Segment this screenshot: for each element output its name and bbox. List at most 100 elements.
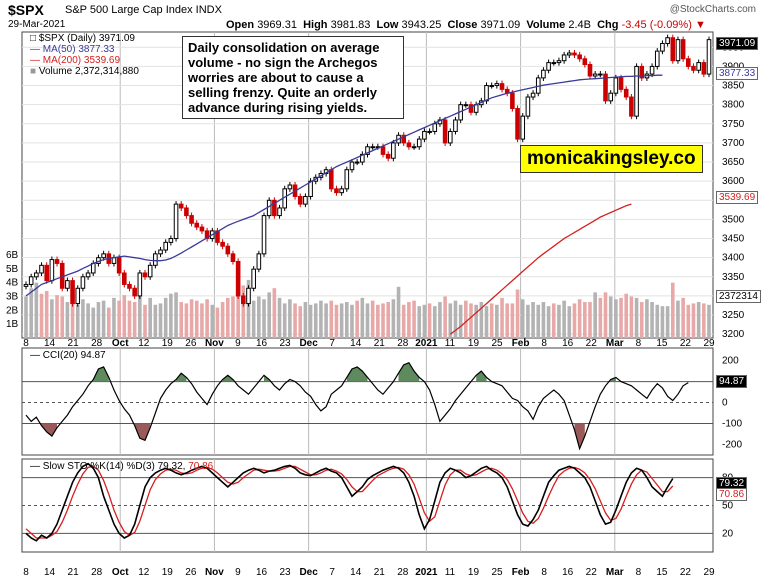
price-tick-label: 3400 [722, 253, 745, 264]
candle-body [520, 115, 526, 140]
volume-bar [96, 302, 101, 338]
volume-bar [70, 285, 75, 338]
candle-body [572, 52, 577, 56]
panel-frame-cci [21, 347, 714, 456]
x-tick-label: 23 [280, 338, 292, 349]
chg-label: Chg [597, 19, 619, 31]
volume-bar [345, 302, 349, 338]
candle-body [277, 207, 282, 217]
volume-bar [634, 297, 639, 338]
volume-bar [277, 297, 282, 338]
volume-bar [531, 302, 535, 338]
candle-body [241, 295, 246, 305]
volume-bar [246, 279, 251, 338]
sto-tick-label: 50 [722, 501, 734, 512]
volume-bar [298, 306, 303, 338]
candle-body [525, 96, 531, 117]
legend-cci-text: CCI(20) 94.87 [42, 350, 106, 361]
volume-bar [81, 299, 85, 338]
volume-bar [225, 297, 230, 338]
candle-body [360, 153, 365, 163]
x-tick-label: Feb [512, 338, 530, 349]
volume-bar [448, 303, 453, 338]
candle-body [634, 65, 639, 117]
volume-bar [106, 307, 111, 338]
price-tick-label: 3650 [722, 157, 745, 168]
volume-bar [412, 300, 416, 338]
price-tick-label: 3500 [722, 214, 745, 225]
x-tick-label-bottom: Nov [205, 567, 224, 578]
x-tick-label: 2021 [415, 338, 438, 349]
volume-bar [422, 304, 427, 338]
candle-body [137, 272, 143, 297]
price-tick-label: 3250 [722, 310, 745, 321]
volume-bar [24, 296, 28, 338]
candle-body [272, 199, 277, 217]
high-value: 3981.83 [330, 19, 371, 31]
x-tick-label-bottom: 8 [23, 567, 29, 578]
volume-bar [339, 303, 344, 338]
x-tick-label-bottom: 11 [445, 567, 456, 578]
cci-tick-label: 0 [722, 398, 728, 409]
candle-body [344, 169, 350, 190]
volume-bar [329, 300, 334, 338]
price-tick-label: 3450 [722, 234, 745, 245]
x-tick-label: Mar [606, 338, 624, 349]
x-tick-label-bottom: 22 [680, 567, 692, 578]
volume-bar [324, 303, 328, 338]
price-tick-label: 3750 [722, 119, 745, 130]
x-tick-label-bottom: 16 [562, 567, 574, 578]
candle-body [34, 272, 39, 278]
volume-bar [334, 304, 339, 338]
x-tick-label: 26 [185, 338, 197, 349]
candle-body [365, 146, 370, 155]
volume-bar [210, 304, 215, 338]
x-tick-label-bottom: 23 [280, 567, 292, 578]
volume-bar [174, 292, 178, 338]
volume-bar [86, 303, 90, 338]
x-tick-label-bottom: 28 [397, 567, 409, 578]
candle-body [613, 77, 619, 94]
volume-label: Volume [526, 19, 566, 31]
volume-bar [236, 289, 240, 338]
x-tick-label: Oct [112, 338, 129, 349]
x-tick-label: 8 [636, 338, 642, 349]
volume-bar [696, 302, 701, 338]
volume-bar [479, 302, 484, 338]
x-tick-label: 19 [162, 338, 174, 349]
candle-body [235, 261, 241, 297]
sto-k-line [25, 462, 674, 542]
volume-bar [148, 297, 152, 338]
candle-body [101, 253, 106, 259]
volume-tag: 2372314 [716, 290, 761, 303]
candle-body [178, 203, 184, 209]
x-tick-label: 21 [374, 338, 386, 349]
volume-bar [583, 302, 587, 338]
candle-body [701, 62, 707, 75]
volume-bar [686, 304, 691, 338]
volume-bar [407, 302, 411, 338]
candle-body [261, 215, 267, 255]
volume-bar [169, 293, 173, 338]
candle-body [654, 50, 660, 67]
x-tick-label-bottom: 8 [541, 567, 547, 578]
volume-bar [138, 296, 142, 338]
candle-body [168, 238, 174, 243]
candle-body [354, 161, 360, 164]
price-tick-label: 3700 [722, 138, 745, 149]
cci-overbought-fill [346, 366, 368, 382]
volume-bar [458, 304, 463, 338]
ohlc-readout: Open 3969.31 High 3981.83 Low 3943.25 Cl… [226, 19, 706, 31]
candle-body [608, 92, 613, 102]
candle-body [463, 104, 469, 107]
candle-body [65, 280, 70, 289]
volume-value: 2.4B [568, 19, 591, 31]
ma200-line [449, 203, 632, 335]
x-tick-label: 16 [562, 338, 574, 349]
volume-bar [215, 307, 220, 338]
volume-bar [262, 299, 266, 338]
volume-bar [355, 300, 359, 338]
volume-bar [500, 297, 504, 338]
volume-bar [241, 285, 246, 338]
